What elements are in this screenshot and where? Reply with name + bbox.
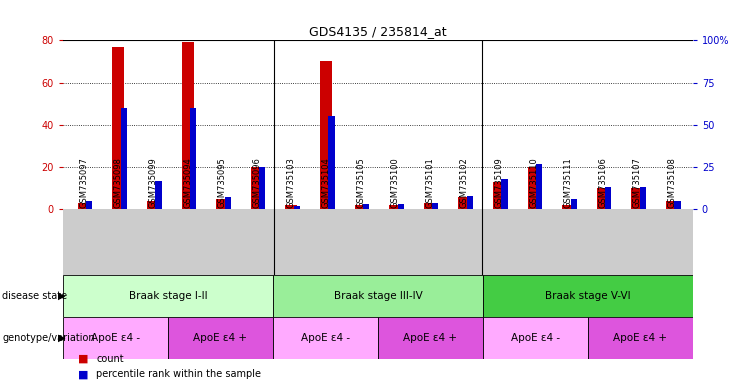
Bar	[182, 43, 193, 209]
Text: disease state: disease state	[2, 291, 67, 301]
Bar	[631, 188, 643, 209]
Text: Braak stage V-VI: Braak stage V-VI	[545, 291, 631, 301]
Text: ■: ■	[78, 369, 88, 379]
Bar	[562, 205, 574, 209]
Bar	[536, 164, 542, 209]
Bar	[459, 197, 471, 209]
Bar	[483, 275, 693, 317]
Bar	[250, 167, 263, 209]
Bar	[285, 205, 297, 209]
Bar	[666, 201, 678, 209]
Text: Braak stage I-II: Braak stage I-II	[129, 291, 207, 301]
Bar	[571, 199, 576, 209]
Bar	[328, 116, 335, 209]
Bar	[528, 167, 539, 209]
Bar	[259, 167, 265, 209]
Text: ■: ■	[78, 354, 88, 364]
Bar	[225, 197, 230, 209]
Text: Braak stage III-IV: Braak stage III-IV	[333, 291, 422, 301]
Bar	[320, 61, 332, 209]
Bar	[190, 108, 196, 209]
Bar	[378, 317, 483, 359]
Text: ▶: ▶	[58, 291, 65, 301]
Bar	[493, 182, 505, 209]
Bar	[432, 202, 439, 209]
Bar	[354, 205, 367, 209]
Text: ApoE ε4 +: ApoE ε4 +	[614, 333, 668, 343]
Bar	[156, 180, 162, 209]
Bar	[273, 275, 483, 317]
Bar	[273, 317, 378, 359]
Bar	[467, 196, 473, 209]
Bar	[674, 201, 681, 209]
Bar	[398, 204, 404, 209]
Text: ▶: ▶	[58, 333, 65, 343]
Text: genotype/variation: genotype/variation	[2, 333, 95, 343]
Bar	[78, 203, 90, 209]
Bar	[216, 199, 228, 209]
Bar	[168, 317, 273, 359]
Bar	[639, 187, 646, 209]
Bar	[86, 201, 93, 209]
Title: GDS4135 / 235814_at: GDS4135 / 235814_at	[309, 25, 447, 38]
Bar	[121, 108, 127, 209]
Text: count: count	[96, 354, 124, 364]
Text: ApoE ε4 -: ApoE ε4 -	[91, 333, 140, 343]
Text: ApoE ε4 +: ApoE ε4 +	[193, 333, 247, 343]
Text: ApoE ε4 +: ApoE ε4 +	[403, 333, 457, 343]
Text: ApoE ε4 -: ApoE ε4 -	[301, 333, 350, 343]
Bar	[63, 317, 168, 359]
Bar	[363, 204, 369, 209]
Bar	[293, 206, 300, 209]
Bar	[424, 203, 436, 209]
Bar	[605, 187, 611, 209]
Bar	[588, 317, 693, 359]
Bar	[502, 179, 508, 209]
Bar	[147, 201, 159, 209]
Text: ApoE ε4 -: ApoE ε4 -	[511, 333, 560, 343]
Bar	[63, 275, 273, 317]
Bar	[389, 205, 402, 209]
Bar	[597, 188, 609, 209]
Bar	[483, 317, 588, 359]
Bar	[113, 46, 124, 209]
Text: percentile rank within the sample: percentile rank within the sample	[96, 369, 262, 379]
